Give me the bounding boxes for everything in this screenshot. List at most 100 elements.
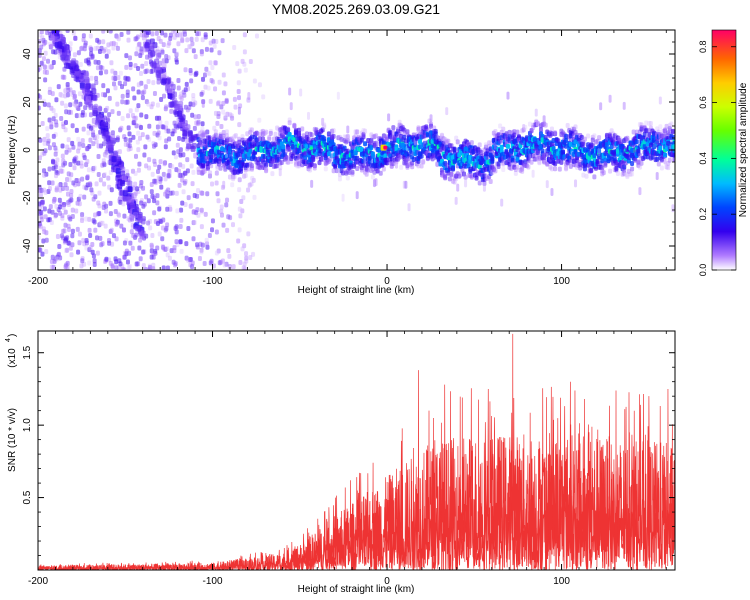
spectrogram-cell [205, 244, 210, 250]
spectrogram-cell [537, 160, 542, 166]
spectrogram-cell [155, 69, 161, 76]
spectrogram-cell [120, 116, 125, 122]
spectrogram-cell [444, 138, 449, 144]
spectrogram-cell [359, 147, 364, 153]
spectrogram-cell [122, 240, 127, 246]
spectrogram-cell [100, 92, 105, 98]
spectrogram-cell [131, 134, 136, 140]
spectrogram-cell [165, 206, 170, 212]
spectrogram-cell [194, 36, 199, 42]
spectrogram-cell [241, 265, 246, 270]
spectrogram-cell [664, 146, 669, 152]
spectrogram-cell [149, 43, 155, 50]
spectrogram-cell [271, 136, 276, 142]
spectrogram-cell [195, 31, 200, 37]
spectrogram-cell [130, 113, 135, 119]
spectrogram-cell [155, 102, 160, 108]
spectrogram-cell [125, 89, 130, 95]
spectrogram-cell [231, 175, 236, 181]
spectrogram-cell [488, 170, 493, 176]
snr-plot-area [38, 333, 675, 570]
spectrogram-cell [248, 129, 253, 135]
spectrogram-cell [151, 80, 156, 86]
y-tick-label: -40 [22, 238, 33, 253]
spectrogram-cell [134, 190, 139, 196]
spectrogram-cell [227, 137, 232, 143]
spectrogram-cell [162, 246, 167, 252]
spectrogram-cell [187, 257, 192, 263]
spectrogram-cell [149, 242, 154, 248]
spectrogram-cell [622, 101, 626, 110]
y-tick-label: 1.0 [22, 418, 33, 432]
spectrogram-cell [468, 166, 473, 172]
spectrogram-cell [579, 134, 584, 140]
spectrogram-cell [238, 213, 243, 219]
spectrogram-cell [247, 92, 251, 101]
spectrogram-cell [69, 193, 74, 199]
spectrogram-cell [54, 169, 59, 175]
spectrogram-cell [63, 182, 68, 188]
spectrogram-cell [341, 193, 345, 202]
spectrogram-cell [523, 124, 528, 130]
spectrogram-cell [237, 122, 242, 128]
spectrogram-cell [201, 99, 206, 105]
spectrogram-cell [160, 236, 165, 242]
spectrogram-cell [113, 75, 118, 81]
spectrogram-cell [454, 135, 459, 141]
spectrogram-cell [178, 239, 183, 245]
spectrogram-cell [603, 162, 608, 168]
spectrogram-cell [565, 123, 570, 129]
spectrogram-cell [189, 36, 194, 42]
spectrogram-cell [131, 120, 136, 126]
spectrogram-cell [549, 154, 554, 160]
spectrogram-cell [49, 124, 54, 130]
spectrogram-cell [638, 187, 642, 196]
spectrogram-cell [286, 126, 291, 132]
spectrogram-cell [174, 52, 179, 58]
spectrogram-cell [236, 95, 241, 101]
spectrogram-cell [225, 197, 230, 203]
spectrogram-cell [246, 97, 251, 103]
spectrogram-cell [123, 136, 128, 142]
spectrogram-cell [355, 159, 360, 165]
spectrogram-cell [95, 65, 100, 71]
spectrogram-cell [63, 264, 68, 270]
spectrogram-cell [82, 155, 87, 161]
spectrogram-cell [159, 96, 164, 102]
spectrogram-cell [168, 190, 173, 196]
spectrogram-cell [582, 166, 587, 172]
spectrogram-cell [216, 114, 221, 120]
spectrogram-cell [63, 222, 68, 228]
spectrogram-cell [81, 143, 86, 149]
spectrogram-cell [444, 140, 449, 146]
spectrogram-cell [115, 155, 121, 162]
spectrogram-cell [175, 142, 180, 148]
spectrogram-cell [38, 105, 41, 111]
spectrogram-cell [287, 146, 292, 152]
spectrogram-cell [118, 261, 123, 267]
spectrogram-cell [101, 39, 106, 45]
spectrogram-cell [242, 173, 247, 179]
spectrogram-cell [374, 140, 379, 146]
spectrogram-cell [76, 105, 81, 111]
spectrogram-cell [623, 160, 628, 166]
spectrogram-cell [97, 203, 102, 209]
spectrogram-cell [353, 150, 358, 156]
spectrogram-cell [636, 159, 641, 165]
spectrogram-cell [150, 244, 155, 250]
spectrogram-cell [175, 208, 180, 214]
spectrogram-cell [667, 126, 672, 132]
spectrogram-cell [500, 198, 504, 207]
spectrogram-cell [221, 72, 226, 78]
spectrogram-cell [141, 203, 146, 209]
spectrogram-cell [548, 164, 553, 170]
spectrogram-cell [187, 44, 192, 50]
spectrogram-cell [199, 207, 204, 213]
spectrogram-cell [191, 93, 196, 99]
spectrogram-cell [260, 128, 265, 134]
spectrogram-cell [109, 227, 114, 233]
spectrogram-cell [223, 166, 228, 172]
spectrogram-cell [67, 109, 72, 115]
spectrogram-cell [227, 174, 232, 180]
